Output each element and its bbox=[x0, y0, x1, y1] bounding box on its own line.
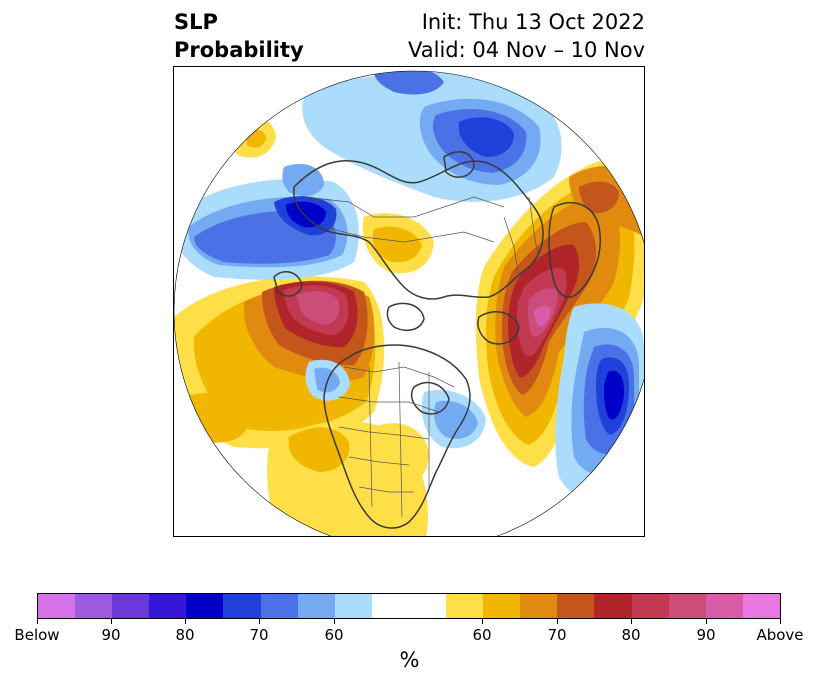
colorbar-tick-label: 70 bbox=[249, 626, 269, 644]
colorbar-swatch bbox=[483, 594, 521, 618]
colorbar-swatch bbox=[446, 594, 484, 618]
colorbar-swatch bbox=[668, 594, 706, 618]
map-dates: Init: Thu 13 Oct 2022 Valid: 04 Nov – 10… bbox=[408, 8, 645, 64]
colorbar-tick-mark bbox=[631, 619, 632, 624]
colorbar-tick-mark bbox=[334, 619, 335, 624]
colorbar-tick-label: Below bbox=[14, 626, 60, 644]
title-measure: Probability bbox=[174, 38, 304, 62]
colorbar-swatch bbox=[705, 594, 743, 618]
colorbar-swatch bbox=[520, 594, 558, 618]
colorbar-tick-label: 60 bbox=[324, 626, 344, 644]
colorbar-tick-label: 60 bbox=[472, 626, 492, 644]
colorbar-swatch bbox=[297, 594, 335, 618]
colorbar-swatch bbox=[260, 594, 298, 618]
map-boundary bbox=[174, 70, 644, 536]
map-svg bbox=[174, 70, 644, 536]
positive-anomaly-south bbox=[183, 118, 434, 536]
title-variable: SLP bbox=[174, 10, 218, 34]
init-date: Init: Thu 13 Oct 2022 bbox=[421, 10, 645, 34]
positive-anomaly-east bbox=[475, 157, 644, 467]
colorbar-tick-label: 80 bbox=[621, 626, 641, 644]
colorbar-units: % bbox=[399, 648, 420, 672]
colorbar-swatch bbox=[557, 594, 595, 618]
colorbar-tick-mark bbox=[185, 619, 186, 624]
colorbar-tick-mark bbox=[780, 619, 781, 624]
colorbar-swatch bbox=[112, 594, 150, 618]
colorbar-tick-mark bbox=[259, 619, 260, 624]
negative-anomaly-pacific bbox=[174, 178, 359, 280]
colorbar-swatch bbox=[149, 594, 187, 618]
anomaly-field bbox=[174, 71, 644, 536]
colorbar-swatch bbox=[75, 594, 113, 618]
colorbar-tick-mark bbox=[111, 619, 112, 624]
colorbar-tick-label: 70 bbox=[547, 626, 567, 644]
colorbar-tick-label: 90 bbox=[101, 626, 121, 644]
colorbar-tick-mark bbox=[706, 619, 707, 624]
colorbar-tick-label: 80 bbox=[175, 626, 195, 644]
colorbar-swatch bbox=[186, 594, 224, 618]
colorbar-tick-mark bbox=[557, 619, 558, 624]
colorbar-swatch bbox=[371, 594, 447, 618]
colorbar-tick-label: 90 bbox=[696, 626, 716, 644]
polar-map bbox=[173, 66, 645, 537]
colorbar-tick-mark bbox=[37, 619, 38, 624]
colorbar bbox=[37, 593, 781, 619]
coastlines bbox=[273, 151, 601, 529]
negative-anomaly-arctic bbox=[282, 71, 562, 202]
colorbar-tick-label: Above bbox=[756, 626, 804, 644]
colorbar-swatch bbox=[223, 594, 261, 618]
valid-range: Valid: 04 Nov – 10 Nov bbox=[408, 38, 645, 62]
colorbar-swatch bbox=[631, 594, 669, 618]
colorbar-swatch bbox=[594, 594, 632, 618]
colorbar-swatch bbox=[742, 594, 780, 618]
colorbar-swatch bbox=[38, 594, 76, 618]
country-borders bbox=[303, 196, 540, 518]
colorbar-swatch bbox=[334, 594, 372, 618]
map-title: SLP Probability bbox=[174, 8, 304, 64]
colorbar-tick-mark bbox=[482, 619, 483, 624]
